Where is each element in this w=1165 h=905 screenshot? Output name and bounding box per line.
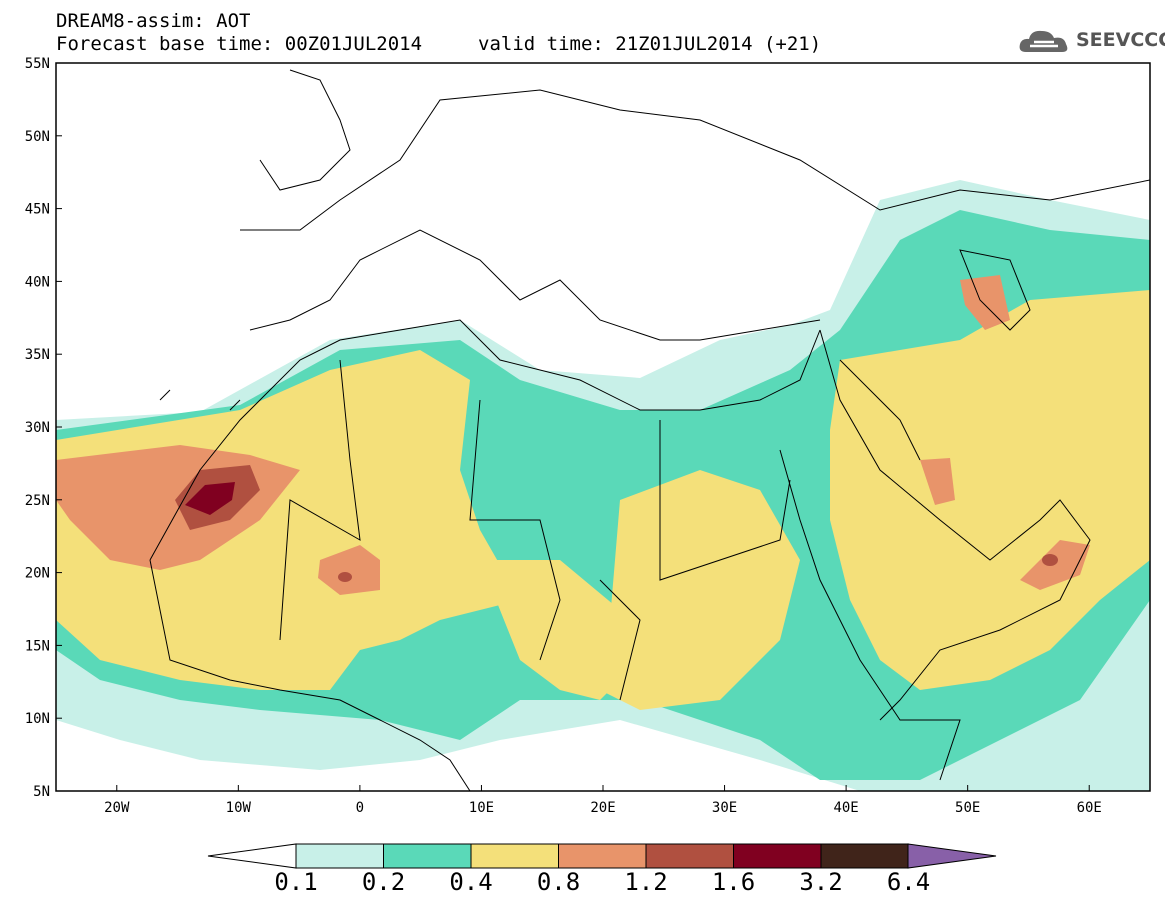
lat-label: 30N bbox=[25, 420, 50, 436]
colorbar-label: 3.2 bbox=[799, 868, 843, 896]
colorbar-high-arrow bbox=[907, 843, 997, 869]
aot-band-0.4-arabia bbox=[830, 290, 1150, 690]
colorbar-label: 0.2 bbox=[361, 868, 406, 896]
lon-label: 50E bbox=[955, 800, 980, 816]
seevccc-logo: SEEVCCC bbox=[1018, 26, 1165, 56]
lat-label: 10N bbox=[25, 711, 50, 727]
colorbar-label: 0.4 bbox=[449, 868, 493, 896]
colorbar-label: 6.4 bbox=[886, 868, 931, 896]
lon-label: 20W bbox=[104, 800, 130, 816]
colorbar-swatch bbox=[645, 843, 734, 869]
coastlines bbox=[149, 69, 1150, 791]
map-title: DREAM8-assim: AOT bbox=[56, 10, 251, 32]
lat-label: 35N bbox=[25, 347, 50, 363]
lat-label: 50N bbox=[25, 129, 50, 145]
valid-time: valid time: 21Z01JUL2014 (+21) bbox=[478, 33, 822, 55]
colorbar-swatch bbox=[733, 843, 822, 869]
aot-band-0.4-central bbox=[480, 560, 640, 700]
aot-band-1.6-niger bbox=[338, 572, 352, 582]
lon-label: 10W bbox=[226, 800, 252, 816]
aot-band-0.8-iraq bbox=[920, 458, 955, 505]
lon-label: 20E bbox=[590, 800, 615, 816]
longitude-ticks: 20W 10W 0 10E 20E 30E 40E 50E 60E bbox=[104, 785, 1102, 816]
aot-shading bbox=[56, 180, 1150, 791]
latitude-ticks: 55N 50N 45N 40N 35N 30N 25N 20N 15N 10N 5N bbox=[25, 56, 62, 800]
lon-label: 60E bbox=[1077, 800, 1102, 816]
aot-band-0.4-west bbox=[56, 350, 520, 690]
aot-band-0.4-east-africa bbox=[600, 470, 800, 710]
colorbar-swatch bbox=[558, 843, 647, 869]
aot-band-0.8-niger bbox=[318, 545, 380, 595]
colorbar-swatch bbox=[383, 843, 472, 869]
lat-label: 45N bbox=[25, 202, 50, 218]
aot-band-0.8-oman bbox=[1020, 540, 1090, 590]
aot-band-1.6-oman bbox=[1042, 554, 1058, 566]
lat-label: 20N bbox=[25, 566, 50, 582]
lon-label: 10E bbox=[469, 800, 494, 816]
lat-label: 15N bbox=[25, 638, 50, 654]
colorbar-label: 1.6 bbox=[711, 868, 756, 896]
colorbar-label: 0.1 bbox=[274, 868, 318, 896]
aot-band-0.8-iran bbox=[960, 275, 1010, 330]
lat-label: 5N bbox=[33, 784, 50, 800]
colorbar-low-arrow bbox=[207, 843, 297, 869]
logo-text: SEEVCCC bbox=[1076, 29, 1165, 51]
forecast-base-time: Forecast base time: 00Z01JUL2014 bbox=[56, 33, 423, 55]
lat-label: 25N bbox=[25, 493, 50, 509]
aot-band-1.6 bbox=[185, 482, 235, 515]
colorbar bbox=[207, 843, 997, 869]
lat-label: 55N bbox=[25, 56, 50, 72]
lon-label: 0 bbox=[356, 800, 364, 816]
lon-label: 30E bbox=[712, 800, 737, 816]
colorbar-swatch bbox=[820, 843, 909, 869]
colorbar-label: 1.2 bbox=[624, 868, 668, 896]
colorbar-label: 0.8 bbox=[536, 868, 581, 896]
colorbar-swatch bbox=[470, 843, 559, 869]
lon-label: 40E bbox=[833, 800, 858, 816]
colorbar-swatch bbox=[295, 843, 384, 869]
cloud-icon bbox=[1019, 30, 1068, 52]
lat-label: 40N bbox=[25, 274, 50, 290]
